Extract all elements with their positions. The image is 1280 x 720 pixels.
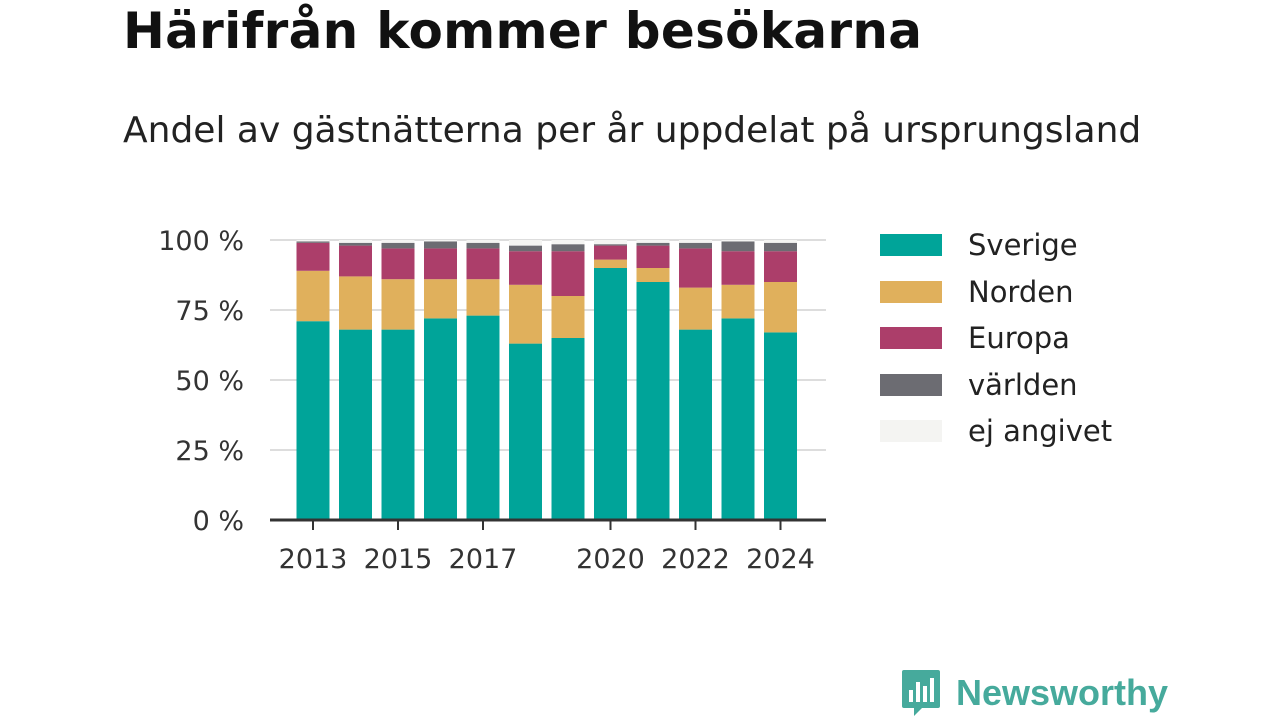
bar-segment-världen [721,241,755,252]
bar-segment-ej-angivet [721,240,755,242]
bar-segment-Norden [339,276,372,330]
bar-segment-ej-angivet [551,240,585,245]
brand-logo: Newsworthy [900,668,1168,718]
bar-segment-världen [381,242,415,249]
x-tick-label: 2015 [364,544,433,575]
bar-segment-Norden [381,279,415,330]
x-tick-label: 2020 [576,544,645,575]
bar-segment-Sverige [339,329,372,520]
bar-segment-världen [339,242,372,246]
legend-item: världen [880,362,1112,409]
bar-segment-Sverige [381,329,415,520]
legend-item: Norden [880,269,1112,316]
x-tick-label: 2024 [746,544,815,575]
brand-name: Newsworthy [956,672,1169,713]
legend-swatch [880,327,942,350]
bar-segment-Norden [594,259,627,268]
legend-label: Europa [968,321,1070,356]
y-tick-label: 50 % [175,366,244,397]
bar-segment-Sverige [296,321,330,520]
bar-segment-Norden [636,268,670,282]
bar-segment-Europa [509,251,542,285]
legend-label: världen [968,367,1078,402]
bar-segment-Europa [636,245,670,268]
bar-segment-ej-angivet [636,240,670,243]
bar-segment-ej-angivet [509,240,542,246]
bar-segment-ej-angivet [424,240,457,242]
bar-segment-Europa [551,251,585,296]
bar-segment-Norden [296,270,330,322]
bar-segment-Norden [551,296,585,338]
legend-swatch [880,420,942,443]
bar-segment-Norden [424,279,457,319]
newsworthy-logo-icon [902,670,940,716]
bar-segment-världen [296,241,330,243]
bar-segment-Europa [764,251,797,282]
y-tick-label: 25 % [175,436,244,467]
bar-segment-Norden [721,284,755,319]
y-tick-label: 100 % [158,226,244,257]
bar-segment-Europa [466,248,500,280]
bar-segment-Sverige [636,282,670,520]
bar-segment-Europa [679,248,712,288]
chart-subtitle: Andel av gästnätterna per år uppdelat på… [123,110,1142,151]
bar-segment-Sverige [551,338,585,520]
legend-swatch [880,373,942,396]
bar-segment-Europa [424,248,457,280]
x-tick-label: 2022 [661,544,730,575]
bar-segment-Sverige [594,268,627,520]
stacked-bar-chart: 0 % 25 % 50 % 75 % 100 % 2013 2015 2017 2020 2022… [158,226,826,575]
bar-segment-ej-angivet [381,240,415,243]
bar-segment-världen [679,242,712,249]
bar-segment-ej-angivet [764,240,797,243]
y-tick-label: 75 % [175,296,244,327]
bar-segment-Europa [381,248,415,280]
bar-segment-Europa [721,251,755,285]
legend-label: ej angivet [968,414,1113,449]
bar-segment-Norden [679,287,712,330]
legend-item: ej angivet [880,408,1112,455]
legend-swatch [880,280,942,303]
bar-segment-världen [764,242,797,252]
bar-segment-ej-angivet [679,240,712,243]
bar-segment-Sverige [509,343,542,520]
bar-segment-Sverige [721,318,755,520]
bar-segment-Sverige [466,315,500,520]
x-tick-label: 2013 [279,544,348,575]
x-tick-label: 2017 [449,544,518,575]
bar-segment-Europa [594,245,627,260]
bar-segment-Norden [764,282,797,333]
bar-segment-världen [594,244,627,246]
bar-segment-världen [551,244,585,252]
chart-title: Härifrån kommer besökarna [123,2,923,60]
bar-segment-världen [466,242,500,249]
legend-item: Europa [880,315,1112,362]
bar-segment-världen [509,245,542,252]
bar-segment-ej-angivet [466,240,500,243]
legend-label: Norden [968,274,1074,309]
bar-segment-Sverige [679,329,712,520]
bar-segment-ej-angivet [296,240,330,242]
legend-swatch [880,234,942,257]
bar-segment-ej-angivet [339,240,372,243]
bar-segment-Europa [296,242,330,271]
bar-segment-Sverige [764,332,797,520]
y-tick-label: 0 % [193,506,244,537]
chart-legend: Sverige Norden Europa världen ej angivet [880,222,1112,455]
bar-segment-ej-angivet [594,240,627,245]
bar-segment-världen [424,241,457,249]
bar-segment-Norden [466,279,500,316]
bar-segment-Europa [339,245,372,277]
legend-item: Sverige [880,222,1112,269]
bar-segment-Norden [509,284,542,344]
bar-segment-Sverige [424,318,457,520]
bar-segment-världen [636,242,670,246]
legend-label: Sverige [968,228,1078,263]
